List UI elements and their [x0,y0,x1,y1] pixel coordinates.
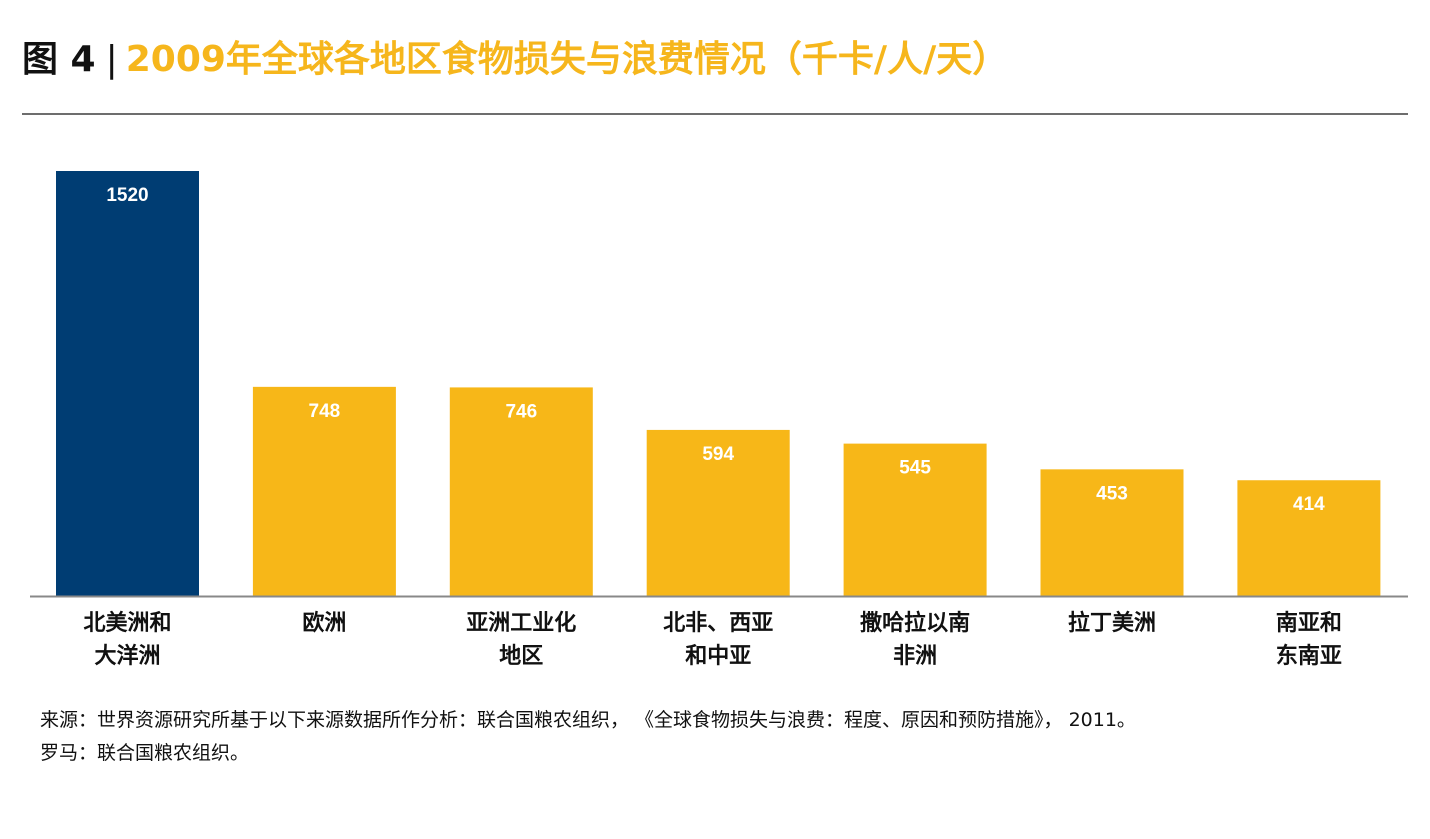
bar-4 [843,443,987,596]
title-separator: | [105,39,118,80]
source-line-1: 来源：世界资源研究所基于以下来源数据所作分析：联合国粮农组织， 《全球食物损失与… [40,709,1136,731]
bar-5 [1040,469,1184,596]
category-label-6-1: 东南亚 [1276,643,1342,669]
data-label-2: 746 [505,401,537,422]
category-label-3-0: 北非、西亚 [663,611,773,636]
chart-title: 图 4 | 2009年全球各地区食物损失与浪费情况（千卡/人/天） [22,36,1008,84]
source-line-2: 罗马：联合国粮农组织。 [40,742,250,764]
bar-6 [1237,480,1381,596]
data-label-3: 594 [702,444,734,465]
title-divider [22,113,1408,115]
category-label-4-0: 撒哈拉以南 [860,610,970,636]
category-label-5-0: 拉丁美洲 [1068,610,1156,636]
category-label-0-0: 北美洲和 [83,610,171,636]
data-label-4: 545 [899,458,931,479]
data-label-0: 1520 [106,185,148,206]
bar-1 [252,386,396,596]
category-label-2-0: 亚洲工业化 [466,610,576,636]
category-label-4-1: 非洲 [893,644,937,669]
category-label-0-1: 大洋洲 [94,643,160,669]
bar-0 [56,171,199,596]
category-label-2-1: 地区 [499,644,543,669]
data-label-6: 414 [1293,494,1325,515]
bar-2 [449,387,593,596]
source-note: 来源：世界资源研究所基于以下来源数据所作分析：联合国粮农组织， 《全球食物损失与… [40,704,1410,770]
category-label-1-0: 欧洲 [302,610,346,636]
bar-3 [646,429,790,596]
data-label-5: 453 [1096,483,1128,504]
title-text: 2009年全球各地区食物损失与浪费情况（千卡/人/天） [125,39,1009,80]
figure-label: 图 4 [22,39,96,80]
category-label-6-0: 南亚和 [1276,611,1342,636]
data-label-1: 748 [309,401,341,422]
category-label-3-1: 和中亚 [685,644,751,669]
